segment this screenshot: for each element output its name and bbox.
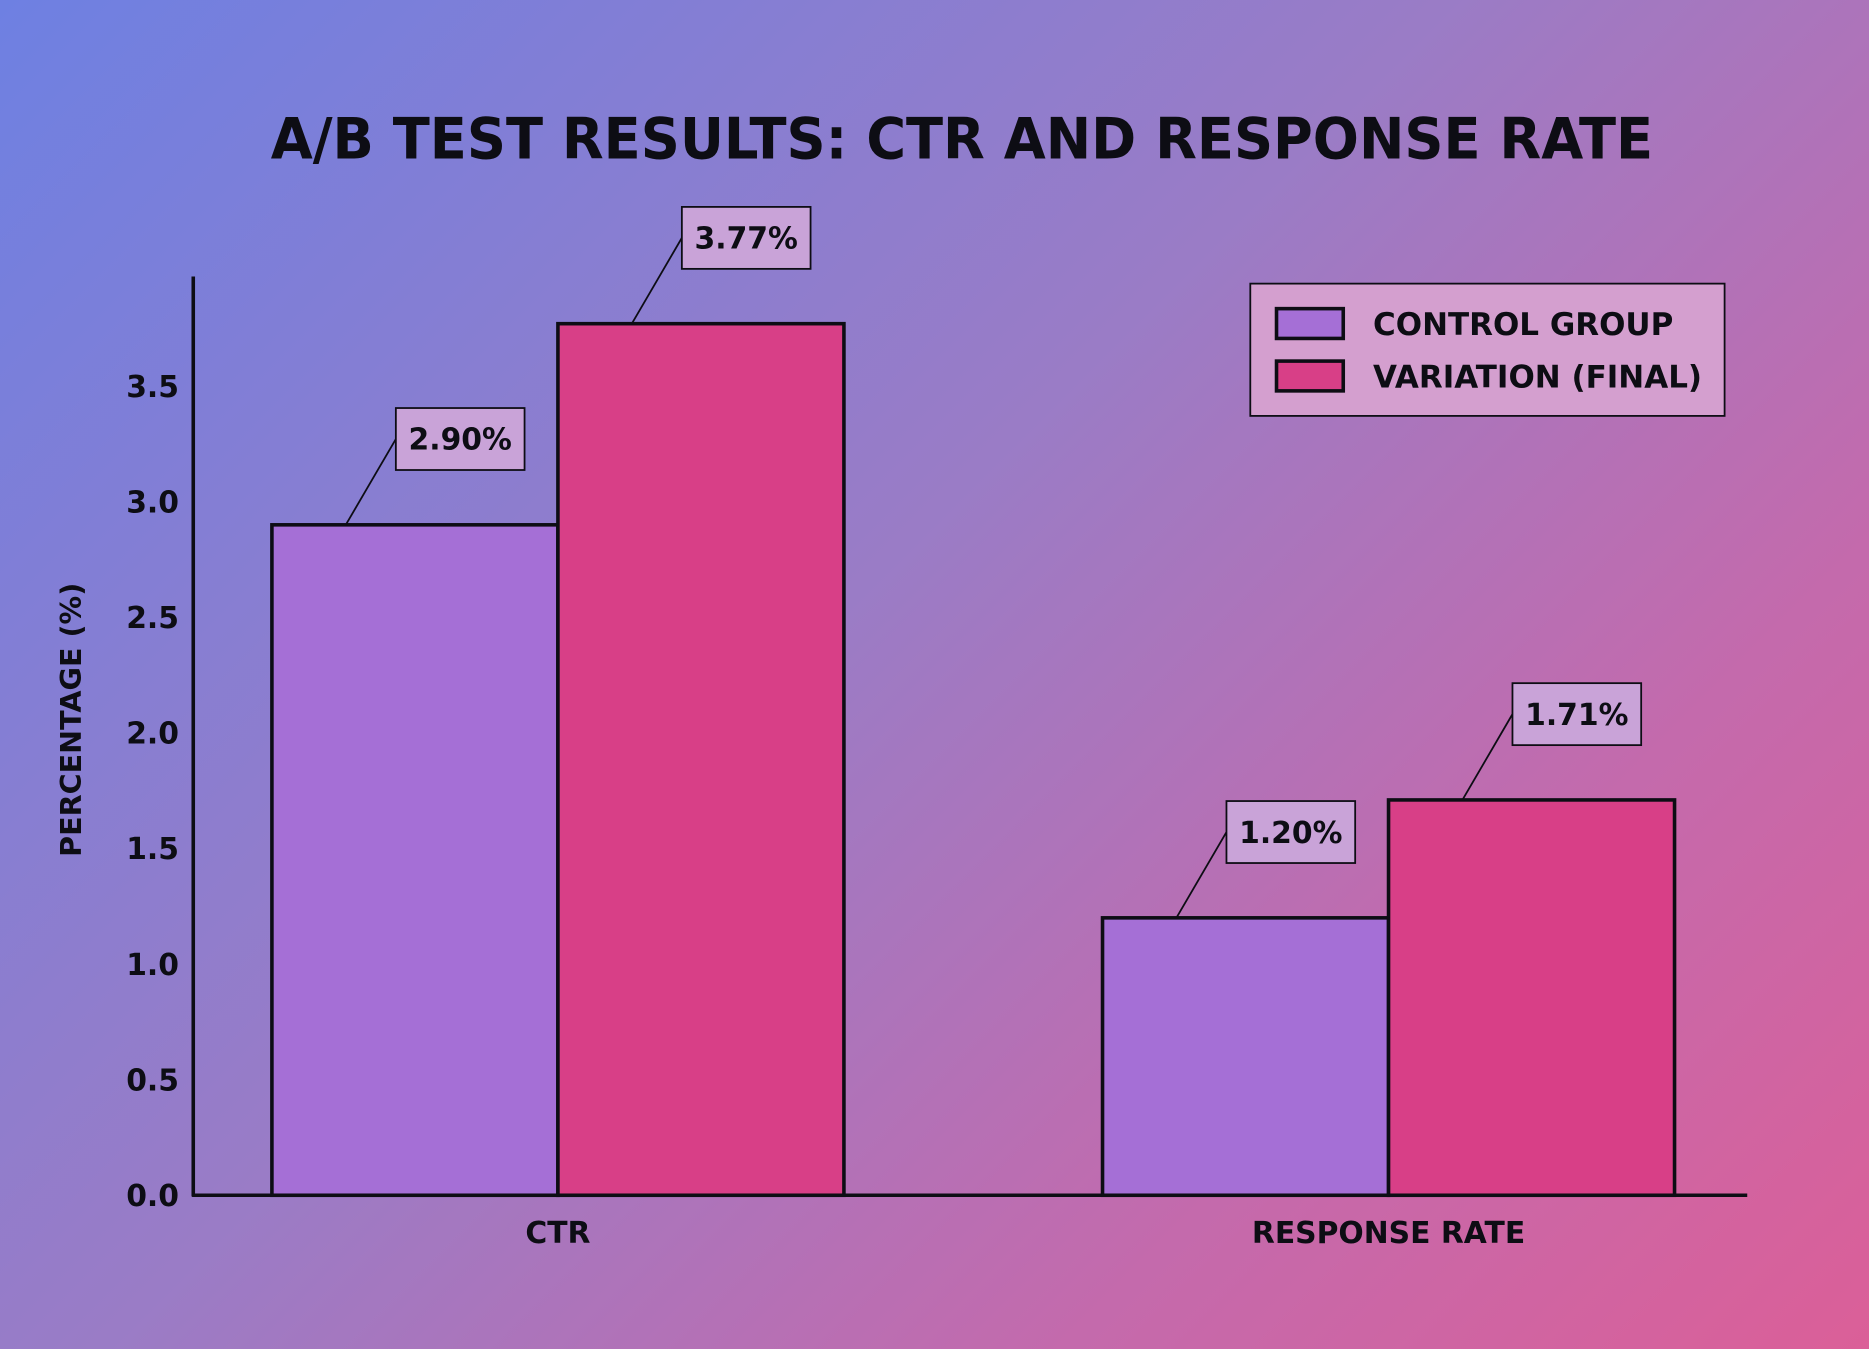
y-tick-label: 2.0 [126,717,179,752]
legend-box [1249,282,1726,417]
data-label-leader-line [1461,713,1514,801]
legend-label: CONTROL GROUP [1373,307,1673,343]
data-label-box [680,206,812,270]
legend-swatch-control [1274,306,1346,341]
y-tick-label: 3.5 [126,370,179,405]
data-label: 1.71% [1525,698,1628,733]
x-tick-label: CTR [525,1216,590,1251]
bar-control [270,523,560,1198]
data-label-leader-line [1175,831,1228,919]
data-label-box [394,407,526,471]
x-tick-label: RESPONSE RATE [1252,1216,1525,1251]
y-tick-label: 3.0 [126,485,179,520]
data-label: 1.20% [1239,816,1342,851]
data-label: 2.90% [409,423,512,458]
y-tick-label: 1.0 [126,948,179,983]
bar-control [1100,916,1391,1198]
chart-title: A/B TEST RESULTS: CTR AND RESPONSE RATE [271,106,1653,172]
data-label: 3.77% [695,222,798,257]
y-tick-label: 0.5 [126,1063,179,1098]
data-label-box [1511,682,1643,747]
data-label-leader-line [345,438,397,526]
data-label-leader-line [631,237,683,325]
bar-variation [556,321,846,1198]
bar-variation [1386,798,1677,1198]
legend: CONTROL GROUP VARIATION (FINAL) [1249,282,1726,417]
y-tick-label: 0.0 [126,1179,179,1214]
legend-swatch-variation [1274,359,1346,393]
y-tick-label: 1.5 [126,832,179,867]
y-tick-label: 2.5 [126,601,179,636]
legend-label: VARIATION (FINAL) [1373,359,1702,395]
y-axis-label: PERCENTAGE (%) [54,583,88,857]
data-label-box [1225,800,1357,864]
